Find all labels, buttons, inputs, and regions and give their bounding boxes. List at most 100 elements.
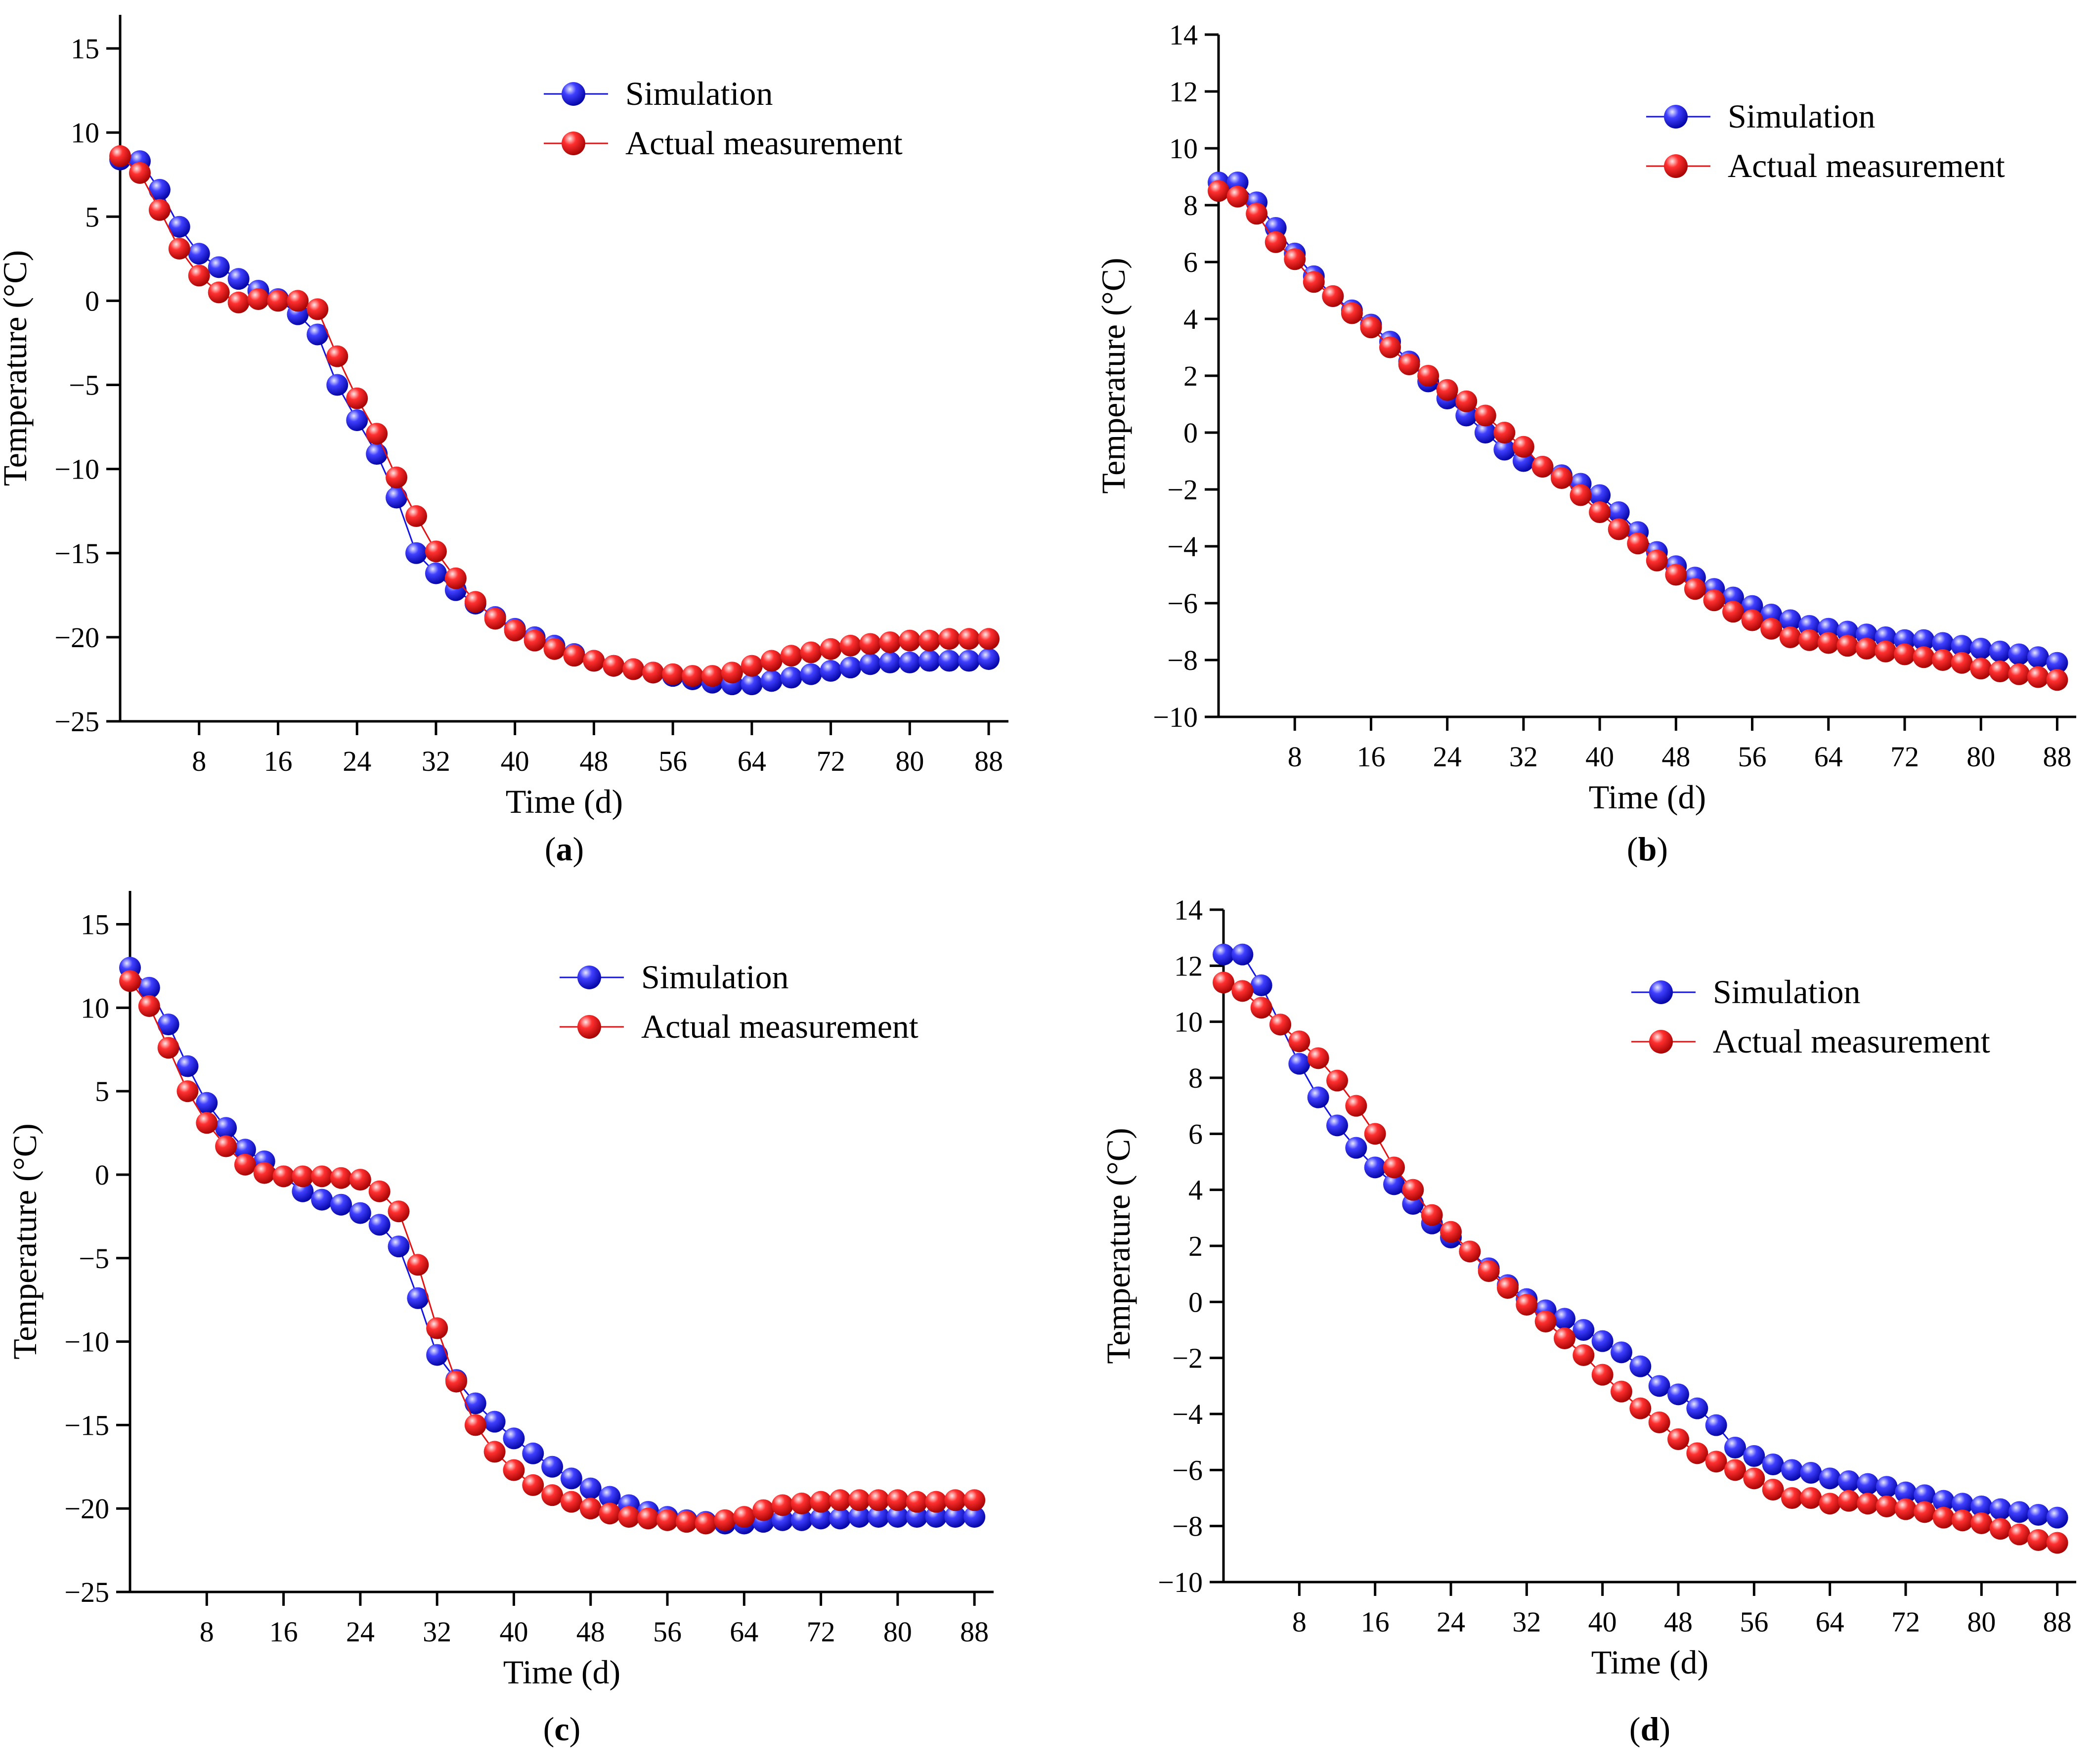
- data-point-simulation: [1686, 1397, 1708, 1419]
- y-axis-title: Temperature (°C): [6, 1123, 44, 1359]
- data-point-actual: [820, 638, 842, 660]
- x-tick-label: 80: [1966, 741, 1995, 773]
- y-tick-label: −2: [1172, 1342, 1203, 1374]
- data-point-actual: [1421, 1204, 1443, 1226]
- data-point-simulation: [1705, 1414, 1727, 1436]
- data-point-simulation: [1932, 632, 1954, 654]
- y-tick-label: 8: [1188, 1062, 1203, 1094]
- chart-panel-a: 8 16 24 32 40 48 56 64 72 80 88 −25 −20 −15 −10 −5 0 5 10 1…: [0, 15, 1008, 868]
- data-point-simulation: [346, 409, 368, 431]
- y-tick-label: −5: [69, 369, 99, 401]
- data-point-simulation: [426, 1344, 448, 1366]
- data-point-actual: [741, 655, 763, 677]
- x-tick-label: 24: [346, 1616, 375, 1648]
- data-point-simulation: [1951, 635, 1973, 657]
- data-point-actual: [1208, 180, 1229, 202]
- data-point-actual: [1686, 1442, 1708, 1464]
- data-point-actual: [1875, 640, 1897, 662]
- data-point-actual: [444, 567, 467, 589]
- data-point-actual: [682, 665, 704, 687]
- x-tick-label: 40: [501, 745, 529, 777]
- data-point-simulation: [1667, 1383, 1689, 1406]
- data-point-actual: [1326, 1069, 1348, 1092]
- data-point-simulation: [2009, 1501, 2030, 1523]
- data-point-simulation: [196, 1092, 218, 1114]
- data-point-simulation: [1913, 629, 1935, 651]
- data-point-actual: [272, 1165, 295, 1188]
- data-point-actual: [1970, 1512, 1993, 1534]
- x-tick-label: 64: [1816, 1606, 1844, 1638]
- data-point-simulation: [771, 1509, 793, 1531]
- data-point-simulation: [1345, 1137, 1367, 1159]
- data-point-actual: [407, 1254, 429, 1276]
- x-tick-label: 32: [423, 1616, 451, 1648]
- chart-panel-b: 8 16 24 32 40 48 56 64 72 80 88−10−8−6−4−202468101…: [1094, 19, 2076, 868]
- x-tick-label: 8: [192, 745, 206, 777]
- data-point-actual: [1440, 1221, 1462, 1243]
- data-point-simulation: [944, 1506, 966, 1528]
- data-point-actual: [1591, 1364, 1614, 1386]
- chart-panel-c: 8 16 24 32 40 48 56 64 72 80 88 −25 −20 −15 −10 −5 0 5 10 1…: [6, 891, 994, 1748]
- x-tick-label: 24: [1433, 741, 1462, 773]
- series-line-simulation: [120, 159, 989, 685]
- x-tick-label: 72: [1890, 741, 1919, 773]
- x-tick-label: 24: [1437, 1606, 1465, 1638]
- data-point-actual: [560, 1491, 582, 1513]
- data-point-actual: [196, 1112, 218, 1134]
- data-point-actual: [721, 662, 743, 684]
- data-point-simulation: [366, 443, 388, 465]
- series-line-actual: [129, 980, 975, 1525]
- y-tick-label: 6: [1183, 246, 1198, 278]
- y-tick-label: −5: [79, 1242, 109, 1275]
- y-tick-label: 14: [1174, 894, 1203, 926]
- data-point-actual: [464, 1414, 486, 1436]
- data-point-actual: [599, 1502, 621, 1525]
- data-point-actual: [642, 662, 664, 684]
- data-point-simulation: [1474, 422, 1496, 443]
- legend-marker-actual: [1649, 1030, 1673, 1054]
- data-point-actual: [886, 1489, 909, 1511]
- data-point-simulation: [1383, 1173, 1405, 1195]
- data-point-actual: [2027, 1529, 2050, 1551]
- data-point-simulation: [388, 1235, 410, 1258]
- data-point-actual: [1779, 626, 1801, 648]
- data-point-actual: [848, 1489, 871, 1511]
- data-point-actual: [366, 423, 388, 445]
- data-point-simulation: [1326, 1114, 1348, 1137]
- data-point-actual: [906, 1491, 928, 1513]
- legend-marker-actual: [1664, 154, 1688, 178]
- data-point-actual: [714, 1509, 736, 1531]
- x-tick-label: 32: [422, 745, 450, 777]
- y-axis-title: Temperature (°C): [1099, 1128, 1137, 1364]
- legend: Simulation Actual measurement: [560, 958, 918, 1045]
- data-point-simulation: [1743, 1445, 1765, 1467]
- data-point-actual: [1345, 1095, 1367, 1117]
- y-tick-label: −4: [1172, 1398, 1203, 1430]
- x-tick-label: 72: [807, 1616, 835, 1648]
- data-point-actual: [1551, 467, 1572, 489]
- data-point-actual: [1741, 609, 1763, 631]
- data-point-actual: [662, 663, 684, 685]
- data-point-simulation: [760, 670, 783, 692]
- y-tick-label: 10: [71, 117, 99, 149]
- x-tick-label: 32: [1512, 1606, 1541, 1638]
- legend-label-simulation: Simulation: [641, 958, 788, 996]
- data-point-simulation: [925, 1506, 947, 1528]
- data-point-simulation: [1970, 1496, 1993, 1517]
- data-point-simulation: [1629, 1355, 1652, 1377]
- y-axis-title: Temperature (°C): [0, 250, 34, 486]
- data-point-simulation: [227, 268, 250, 290]
- y-tick-label: −20: [54, 621, 99, 654]
- y-tick-label: −2: [1167, 474, 1198, 506]
- data-point-actual: [208, 281, 230, 304]
- data-point-actual: [1648, 1411, 1670, 1433]
- x-tick-label: 40: [499, 1616, 528, 1648]
- x-tick-label: 40: [1585, 741, 1614, 773]
- y-tick-label: 8: [1183, 189, 1198, 221]
- data-point-simulation: [157, 1014, 179, 1036]
- legend-marker-actual: [577, 1015, 601, 1039]
- data-point-simulation: [2046, 652, 2068, 674]
- data-point-actual: [1554, 1327, 1575, 1349]
- x-tick-label: 64: [1814, 741, 1843, 773]
- data-point-simulation: [958, 650, 980, 672]
